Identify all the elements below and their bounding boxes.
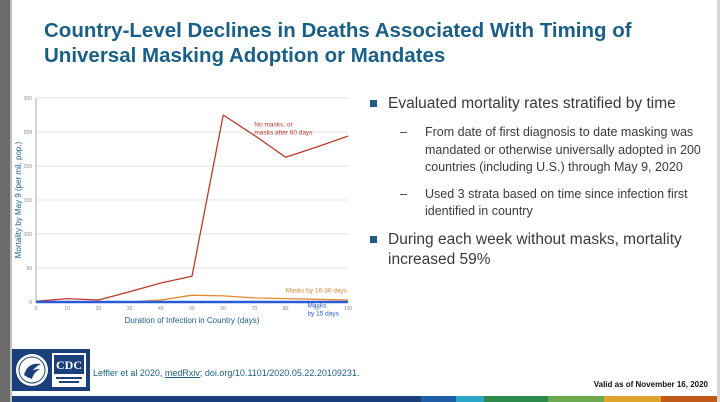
x-tick-label: 0	[35, 306, 38, 312]
bottom-bar-segment	[420, 396, 457, 402]
bottom-bar-segment	[604, 396, 661, 402]
bottom-bar-segment	[660, 396, 717, 402]
x-tick-label: 40	[158, 306, 164, 312]
bullet-list: Evaluated mortality rates stratified by …	[368, 94, 708, 280]
x-tick-label: 100	[344, 306, 353, 312]
y-tick-label: 150	[24, 198, 33, 204]
sub-bullet-text: Used 3 strata based on time since infect…	[425, 186, 688, 219]
window-left-edge-highlight	[10, 0, 12, 402]
series-annotation: Masks by 16-30 days	[286, 287, 348, 294]
bullet-item: Evaluated mortality rates stratified by …	[368, 94, 708, 114]
x-tick-label: 70	[252, 306, 258, 312]
y-tick-label: 250	[24, 130, 33, 136]
series-annotation: masks after 60 days	[254, 130, 313, 137]
x-tick-label: 30	[127, 306, 133, 312]
hhs-seal-icon	[16, 354, 48, 386]
y-axis-label: Mortality by May 9 (per mil. pop.)	[14, 141, 23, 258]
bottom-bar-segment	[484, 396, 548, 402]
sub-bullet-text: From date of first diagnosis to date mas…	[425, 125, 701, 174]
bottom-bar-segment	[12, 396, 421, 402]
sub-bullet-item: – Used 3 strata based on time since infe…	[368, 186, 708, 221]
x-tick-label: 10	[64, 306, 70, 312]
y-tick-label: 200	[24, 164, 33, 170]
y-tick-label: 300	[24, 96, 33, 102]
citation-suffix: ; doi.org/10.1101/2020.05.22.20109231.	[199, 368, 360, 378]
x-tick-label: 20	[96, 306, 102, 312]
x-tick-label: 60	[220, 306, 226, 312]
series-annotation: Masks	[307, 302, 327, 309]
bullet-square-icon	[370, 235, 377, 243]
sub-bullet-item: – From date of first diagnosis to date m…	[368, 124, 708, 177]
bottom-bar-segment	[547, 396, 605, 402]
bullet-square-icon	[370, 100, 377, 107]
slide-title: Country-Level Declines in Deaths Associa…	[44, 19, 632, 67]
citation: Leffler et al 2020, medRxiv; doi.org/10.…	[93, 368, 359, 378]
series-annotation: No masks, or	[254, 122, 293, 129]
citation-prefix: Leffler et al 2020,	[93, 368, 165, 378]
x-tick-label: 90	[314, 306, 320, 312]
valid-date: Valid as of November 16, 2020	[593, 380, 708, 389]
bullet-text: During each week without masks, mortalit…	[388, 230, 682, 268]
cdc-logo-icon: CDC	[52, 353, 86, 387]
dash-icon: –	[400, 125, 407, 139]
x-tick-label: 80	[283, 306, 289, 312]
series-annotation: by 15 days	[307, 310, 339, 317]
x-axis-label: Duration of Infection in Country (days)	[125, 316, 260, 325]
svg-text:CDC: CDC	[56, 358, 82, 372]
y-tick-label: 100	[24, 232, 33, 238]
bullet-text: Evaluated mortality rates stratified by …	[388, 95, 676, 112]
window-left-edge	[0, 0, 10, 402]
mortality-chart: 0 50 100 150 200 250 300 0 10 20 30 40 50 60 70 80 90 100…	[14, 96, 353, 325]
series-line	[35, 114, 349, 302]
citation-link[interactable]: medRxiv	[164, 368, 200, 378]
bottom-bar-segment	[456, 396, 485, 402]
dash-icon: –	[400, 186, 407, 201]
bullet-item: During each week without masks, mortalit…	[368, 230, 708, 270]
bottom-color-bar	[12, 396, 717, 402]
window-right-edge	[717, 0, 720, 402]
footer-logo-block: CDC	[12, 349, 90, 391]
y-tick-label: 50	[26, 266, 32, 272]
x-tick-label: 50	[189, 306, 195, 312]
y-tick-label: 0	[29, 300, 32, 306]
